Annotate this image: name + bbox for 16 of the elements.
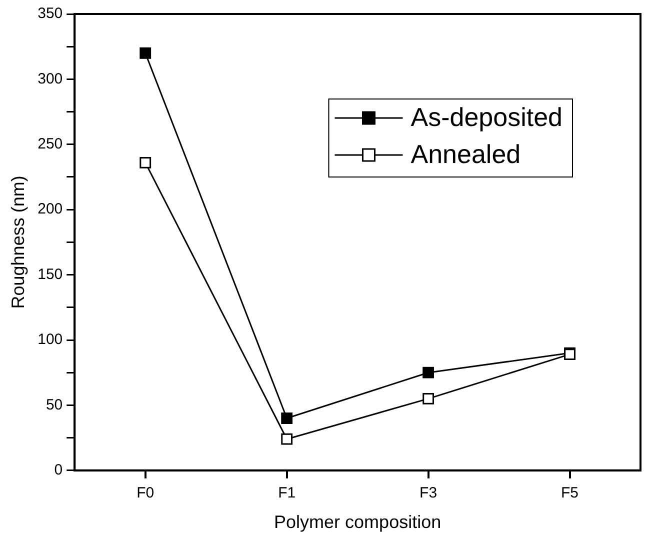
y-tick-label: 0 bbox=[54, 462, 63, 479]
y-tick-label: 300 bbox=[38, 70, 63, 88]
x-tick-label: F3 bbox=[420, 484, 438, 502]
x-tick-label: F5 bbox=[561, 484, 579, 502]
x-axis-title: Polymer composition bbox=[274, 512, 442, 532]
legend-label: Annealed bbox=[410, 139, 521, 170]
y-tick-label: 250 bbox=[38, 136, 63, 153]
x-tick-label: F0 bbox=[136, 484, 154, 502]
y-tick-label: 150 bbox=[38, 266, 63, 283]
y-axis-title: Roughness (nm) bbox=[8, 176, 28, 309]
y-tick-label: 50 bbox=[46, 396, 63, 414]
y-tick-label: 100 bbox=[38, 331, 63, 348]
y-tick-label: 350 bbox=[38, 5, 63, 22]
x-tick-label: F1 bbox=[278, 484, 296, 502]
legend-label: As-deposited bbox=[410, 102, 563, 132]
y-tick-label: 200 bbox=[38, 200, 63, 218]
